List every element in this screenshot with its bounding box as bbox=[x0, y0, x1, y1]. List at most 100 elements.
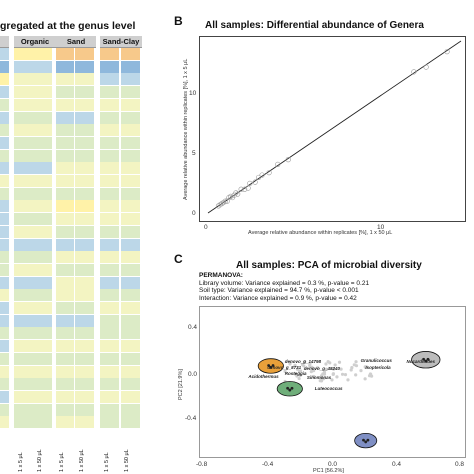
taxon-point bbox=[346, 378, 350, 382]
heatmap-cell bbox=[121, 251, 140, 264]
heatmap-cell bbox=[75, 149, 94, 162]
heatmap-cell bbox=[121, 416, 140, 429]
heatmap-cell bbox=[100, 149, 119, 162]
heatmap-cell bbox=[100, 378, 119, 391]
heatmap-cell bbox=[33, 314, 52, 327]
heatmap-cell bbox=[121, 340, 140, 353]
heatmap-cell bbox=[100, 276, 119, 289]
heatmap-cell bbox=[121, 263, 140, 276]
heatmap-cell bbox=[0, 187, 9, 200]
heatmap-cell bbox=[14, 390, 33, 403]
heatmap-cell bbox=[100, 403, 119, 416]
sample-point bbox=[364, 440, 368, 444]
heatmap-cell bbox=[14, 238, 33, 251]
heatmap-cell bbox=[121, 187, 140, 200]
heatmap-cell bbox=[33, 365, 52, 378]
scatter-point bbox=[238, 186, 244, 192]
heatmap-cell bbox=[33, 48, 52, 61]
sample-point bbox=[426, 357, 430, 361]
sample-point bbox=[290, 386, 294, 390]
heatmap-cell bbox=[14, 403, 33, 416]
panel-b-y-tick-5: 5 bbox=[192, 150, 196, 157]
heatmap-cell bbox=[121, 327, 140, 340]
heatmap-cell bbox=[121, 365, 140, 378]
heatmap-cell bbox=[100, 136, 119, 149]
taxon-point bbox=[322, 370, 327, 374]
permanova-heading: PERMANOVA: bbox=[199, 272, 243, 279]
heatmap-cell bbox=[14, 136, 33, 149]
panel-c-title: All samples: PCA of microbial diversity bbox=[236, 260, 422, 271]
permanova-line-1: Library volume: Variance explained = 0.3… bbox=[199, 279, 370, 287]
heatmap-cell bbox=[56, 352, 74, 365]
heatmap-header-sand-clay-label: Sand-Clay bbox=[100, 36, 142, 48]
heatmap-cell bbox=[33, 200, 52, 213]
heatmap-cell bbox=[33, 73, 52, 86]
heatmap-cell bbox=[14, 149, 33, 162]
panel-c-y-axis-title: PC2 [21.9%] bbox=[178, 369, 184, 400]
heatmap-cell bbox=[14, 327, 33, 340]
heatmap-cell bbox=[121, 136, 140, 149]
scatter-point bbox=[221, 199, 227, 205]
panel-b-y-tick-0: 0 bbox=[192, 210, 196, 217]
heatmap-cell bbox=[121, 98, 140, 111]
panel-c-y-tick-1: 0.4 bbox=[188, 324, 198, 331]
panel-b-x-tick-10: 10 bbox=[377, 224, 385, 231]
taxon-point bbox=[283, 369, 287, 373]
heatmap-cell bbox=[100, 162, 119, 175]
heatmap-cell bbox=[0, 162, 9, 175]
identity-line bbox=[207, 40, 462, 214]
heatmap-cell bbox=[14, 352, 33, 365]
heatmap-cell bbox=[75, 200, 94, 213]
scatter-point bbox=[233, 190, 239, 196]
heatmap-cell bbox=[121, 162, 140, 175]
heatmap-cell bbox=[56, 314, 74, 327]
heatmap-cell bbox=[14, 365, 33, 378]
taxon-point bbox=[310, 365, 314, 369]
loading-label: Luteococcus bbox=[314, 385, 343, 391]
heatmap-cell bbox=[75, 48, 94, 61]
heatmap-cell bbox=[0, 251, 9, 264]
heatmap-cell bbox=[100, 416, 119, 429]
heatmap-cell bbox=[100, 73, 119, 86]
heatmap-cell bbox=[0, 175, 9, 188]
heatmap-cell bbox=[121, 73, 140, 86]
heatmap-cell bbox=[0, 73, 9, 86]
taxon-point bbox=[308, 364, 312, 368]
taxon-point bbox=[354, 360, 358, 364]
heatmap-cell bbox=[75, 263, 94, 276]
scatter-point bbox=[275, 161, 281, 167]
loading-label: Nocardioides bbox=[406, 358, 435, 364]
heatmap-cell bbox=[121, 200, 140, 213]
heatmap-x-label: 1 x 5 μL bbox=[59, 452, 65, 472]
heatmap-cell bbox=[100, 213, 119, 226]
heatmap-cell bbox=[0, 378, 9, 391]
scatter-point bbox=[224, 198, 230, 204]
heatmap-cell bbox=[56, 86, 74, 99]
heatmap-cell bbox=[14, 378, 33, 391]
heatmap-cell bbox=[75, 98, 94, 111]
loading-label: Granulicoccus bbox=[360, 357, 392, 363]
heatmap-cell bbox=[0, 225, 9, 238]
heatmap-cell bbox=[75, 314, 94, 327]
heatmap-cell bbox=[14, 276, 33, 289]
sample-point bbox=[267, 364, 271, 367]
heatmap-cell bbox=[14, 416, 33, 429]
heatmap-cell bbox=[0, 340, 9, 353]
heatmap-cell bbox=[33, 98, 52, 111]
heatmap-cell bbox=[0, 200, 9, 213]
heatmap-cell bbox=[75, 352, 94, 365]
heatmap-cell bbox=[33, 225, 52, 238]
sample-point bbox=[271, 364, 275, 367]
heatmap-cell bbox=[75, 416, 94, 429]
taxon-point bbox=[331, 372, 335, 376]
panel-c-x-tick-4: 0.4 bbox=[392, 461, 402, 468]
taxon-point bbox=[312, 374, 316, 379]
loading-label: Rosteggia bbox=[284, 371, 307, 377]
heatmap-cell bbox=[75, 238, 94, 251]
heatmap-cell bbox=[121, 403, 140, 416]
heatmap-cell bbox=[121, 225, 140, 238]
loading-label: Sinomonas bbox=[306, 375, 332, 381]
taxon-point bbox=[337, 360, 342, 364]
heatmap-cell bbox=[100, 238, 119, 251]
taxon-point bbox=[297, 376, 301, 381]
